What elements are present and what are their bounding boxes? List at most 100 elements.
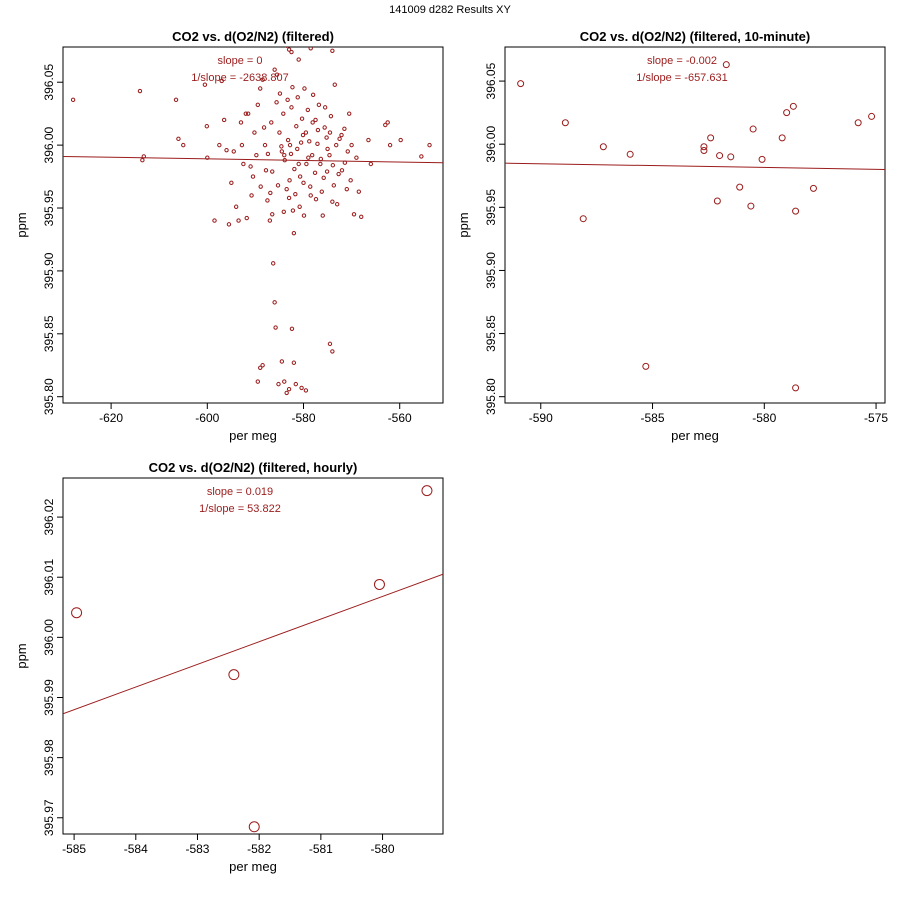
data-point xyxy=(258,86,263,91)
data-point xyxy=(282,379,287,384)
data-point xyxy=(419,154,424,159)
data-point xyxy=(285,137,291,143)
data-point xyxy=(252,130,257,135)
x-tick-label: -575 xyxy=(864,411,888,425)
data-point xyxy=(320,213,325,218)
y-tick-label: 395.80 xyxy=(42,378,56,415)
data-point xyxy=(300,132,306,138)
data-point xyxy=(327,152,332,158)
data-point xyxy=(778,134,786,142)
data-point xyxy=(330,199,335,204)
data-point xyxy=(749,125,757,133)
x-tick-label: -585 xyxy=(62,842,86,856)
data-point xyxy=(296,57,301,62)
data-point xyxy=(324,169,330,174)
data-point xyxy=(305,107,311,113)
data-point xyxy=(373,578,385,590)
data-point xyxy=(269,120,274,125)
data-point xyxy=(348,178,353,183)
chart-hourly: CO2 vs. d(O2/N2) (filtered, hourly) -585 -… xyxy=(14,460,444,874)
data-point xyxy=(328,113,334,119)
data-point xyxy=(296,161,301,167)
data-point xyxy=(854,119,862,127)
data-point xyxy=(274,100,279,105)
x-tick-label: -584 xyxy=(124,842,148,856)
y-tick-label: 395.85 xyxy=(484,315,498,352)
y-tick-label: 396.01 xyxy=(42,559,56,596)
data-point xyxy=(302,86,307,91)
data-point xyxy=(319,189,324,194)
data-point xyxy=(344,186,349,192)
data-point xyxy=(291,230,297,236)
data-point xyxy=(295,146,300,152)
y-axis-label: ppm xyxy=(456,212,471,237)
x-tick-label: -600 xyxy=(195,411,219,425)
y-tick-label: 396.05 xyxy=(42,64,56,101)
data-point xyxy=(318,156,324,162)
data-point xyxy=(707,134,715,142)
data-point xyxy=(289,49,294,55)
data-point xyxy=(248,821,260,833)
data-point xyxy=(561,119,569,127)
data-point xyxy=(421,485,433,497)
data-point xyxy=(268,190,273,196)
data-point xyxy=(337,136,342,142)
data-point xyxy=(238,120,244,125)
data-point xyxy=(308,193,313,198)
data-point xyxy=(289,105,294,110)
data-point xyxy=(398,137,403,143)
data-point xyxy=(261,125,267,130)
data-point xyxy=(270,169,275,174)
data-point xyxy=(342,126,347,131)
data-point xyxy=(263,168,269,173)
x-axis-label: per meg xyxy=(229,859,277,874)
data-point xyxy=(758,155,766,163)
page-title: 141009 d282 Results XY xyxy=(389,4,511,16)
data-point xyxy=(224,147,229,153)
chart-filtered: CO2 vs. d(O2/N2) (filtered) -620 -600 -580 -… xyxy=(14,29,444,443)
data-point xyxy=(140,158,145,163)
y-tick-label: 396.00 xyxy=(42,126,56,163)
data-point xyxy=(310,92,316,98)
data-point xyxy=(747,202,755,210)
data-point xyxy=(868,112,876,120)
x-axis-label: per meg xyxy=(671,428,719,443)
data-point xyxy=(792,384,800,392)
data-point xyxy=(783,109,791,117)
data-point xyxy=(306,155,311,160)
data-point xyxy=(202,82,208,87)
data-point xyxy=(284,186,289,192)
data-point xyxy=(713,197,721,205)
data-point xyxy=(284,47,289,48)
data-point xyxy=(297,204,302,209)
data-point xyxy=(368,161,374,167)
data-point xyxy=(277,91,283,96)
data-point xyxy=(173,97,179,103)
data-point xyxy=(276,381,281,387)
data-point xyxy=(304,161,309,167)
data-point xyxy=(241,161,246,167)
chart-ten_minute: CO2 vs. d(O2/N2) (filtered, 10-minute) -5… xyxy=(456,29,888,443)
data-point xyxy=(279,149,285,154)
y-tick-label: 395.95 xyxy=(484,189,498,226)
slope-annotation: slope = -0.002 xyxy=(647,55,717,67)
x-tick-label: -590 xyxy=(529,411,553,425)
data-point xyxy=(255,102,261,108)
data-point xyxy=(217,142,222,148)
y-tick-label: 396.00 xyxy=(42,619,56,656)
fit-line xyxy=(63,573,443,715)
x-tick-label: -560 xyxy=(388,411,412,425)
data-point xyxy=(322,105,328,110)
data-point xyxy=(291,360,297,365)
data-point xyxy=(356,189,362,194)
data-point xyxy=(351,212,357,217)
data-point xyxy=(325,146,330,152)
data-point xyxy=(789,102,797,110)
data-point xyxy=(307,139,312,144)
x-tick-label: -620 xyxy=(99,411,123,425)
data-point xyxy=(313,197,319,202)
x-tick-label: -580 xyxy=(752,411,776,425)
data-point xyxy=(349,142,354,148)
data-point xyxy=(260,77,265,82)
data-point xyxy=(294,124,299,129)
